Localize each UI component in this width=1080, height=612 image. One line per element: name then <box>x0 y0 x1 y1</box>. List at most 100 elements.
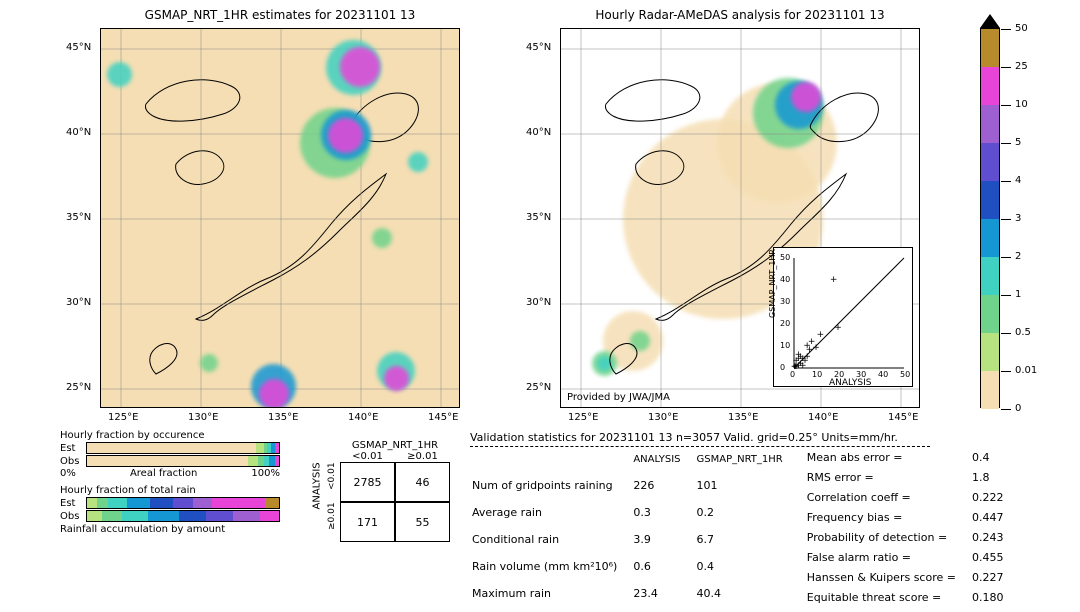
precip-blob <box>340 47 380 87</box>
colorbar-tick: 0 <box>1015 403 1021 414</box>
metric-value: 0.4 <box>972 449 1018 467</box>
colorbar-segment <box>981 105 999 143</box>
bar-segment <box>179 511 206 521</box>
ct-col-header: GSMAP_NRT_1HR <box>340 440 450 451</box>
xtick: 135°E <box>268 412 298 423</box>
contingency-table: GSMAP_NRT_1HR <0.01 ≥0.01 ANALYSIS <0.01… <box>310 440 450 542</box>
left-map-coastline <box>101 29 460 408</box>
metrics-table: Mean abs error =0.4RMS error =1.8Correla… <box>805 447 1020 609</box>
bar-segment <box>265 498 278 508</box>
ytick: 40°N <box>526 127 551 138</box>
colorbar-segment <box>981 371 999 409</box>
inset-xtick: 30 <box>856 370 866 379</box>
colorbar-segment <box>981 29 999 67</box>
bar-segment <box>206 511 233 521</box>
ytick: 35°N <box>526 212 551 223</box>
precip-blob <box>328 118 363 153</box>
ytick: 25°N <box>526 382 551 393</box>
occ-xmax: 100% <box>251 468 280 479</box>
metric-label: Frequency bias = <box>807 509 970 527</box>
inset-xtick: 20 <box>834 370 844 379</box>
bar-segment <box>122 511 149 521</box>
occ-est-bar <box>86 442 280 454</box>
metric-value: 0.243 <box>972 529 1018 547</box>
ct-col1: <0.01 <box>340 451 395 462</box>
inset-xlabel: ANALYSIS <box>829 378 871 388</box>
ct-cell-01: 46 <box>395 462 450 502</box>
colorbar-tick: 5 <box>1015 137 1021 148</box>
colorbar-segment <box>981 181 999 219</box>
bar-segment <box>150 498 173 508</box>
inset-ytick: 20 <box>780 319 790 328</box>
scatter-point: + <box>817 330 825 340</box>
inset-ytick: 0 <box>780 363 785 372</box>
bar-segment <box>87 511 102 521</box>
colorbar-tick: 2 <box>1015 251 1021 262</box>
metric-value: 0.222 <box>972 489 1018 507</box>
metric-label: Hanssen & Kuipers score = <box>807 569 970 587</box>
scatter-point: + <box>803 341 811 351</box>
colorbar-tick: 1 <box>1015 289 1021 300</box>
colorbar-cap <box>980 14 1000 28</box>
precip-blob <box>259 379 289 408</box>
right-map-panel: Provided by JWA/JMA ++++++++++++++++++++… <box>560 28 920 408</box>
bar-segment <box>256 443 264 453</box>
occ-obs-bar <box>86 455 280 467</box>
ytick: 35°N <box>66 212 91 223</box>
scatter-point: + <box>830 275 838 285</box>
stat-cell: Num of gridpoints raining <box>472 473 631 498</box>
inset-ytick: 10 <box>780 341 790 350</box>
stat-cell: 226 <box>633 473 694 498</box>
metric-label: Equitable threat score = <box>807 589 970 607</box>
xtick: 145°E <box>888 412 918 423</box>
metric-value: 0.180 <box>972 589 1018 607</box>
colorbar-tick: 0.5 <box>1015 327 1031 338</box>
ct-row-header: ANALYSIS <box>312 495 323 509</box>
colorbar-segment <box>981 295 999 333</box>
xtick: 125°E <box>108 412 138 423</box>
occ-obs-label: Obs <box>60 456 86 467</box>
stats-table: ANALYSISGSMAP_NRT_1HRNum of gridpoints r… <box>470 447 799 609</box>
metric-value: 0.455 <box>972 549 1018 567</box>
metric-value: 1.8 <box>972 469 1018 487</box>
occ-est-label: Est <box>60 443 86 454</box>
metric-value: 0.447 <box>972 509 1018 527</box>
inset-ylabel: GSMAP_NRT_1HR <box>768 249 777 318</box>
colorbar-tick: 25 <box>1015 61 1028 72</box>
colorbar-tick: 3 <box>1015 213 1021 224</box>
inset-ytick: 50 <box>780 253 790 262</box>
colorbar-segment <box>981 143 999 181</box>
scatter-point: + <box>795 354 803 364</box>
left-map-title: GSMAP_NRT_1HR estimates for 20231101 13 <box>100 8 460 22</box>
stat-cell: 40.4 <box>697 581 797 606</box>
inset-xtick: 50 <box>900 370 910 379</box>
occ-xmin: 0% <box>60 468 76 479</box>
metric-label: RMS error = <box>807 469 970 487</box>
inset-xtick: 40 <box>878 370 888 379</box>
ytick: 25°N <box>66 382 91 393</box>
bar-segment <box>275 443 279 453</box>
xtick: 130°E <box>648 412 678 423</box>
ytick: 45°N <box>526 42 551 53</box>
bar-segment <box>127 498 150 508</box>
left-map-panel <box>100 28 460 408</box>
inset-ytick: 40 <box>780 275 790 284</box>
stat-cell: Conditional rain <box>472 527 631 552</box>
ct-cell-00: 2785 <box>340 462 395 502</box>
inset-xtick: 10 <box>812 370 822 379</box>
stat-cell: Maximum rain <box>472 581 631 606</box>
metric-label: False alarm ratio = <box>807 549 970 567</box>
stat-cell: 0.2 <box>697 500 797 525</box>
stat-cell: 6.7 <box>697 527 797 552</box>
ytick: 40°N <box>66 127 91 138</box>
xtick: 130°E <box>188 412 218 423</box>
stat-cell: 0.4 <box>697 554 797 579</box>
xtick: 140°E <box>808 412 838 423</box>
metric-label: Mean abs error = <box>807 449 970 467</box>
bar-segment <box>173 498 192 508</box>
precip-blob <box>384 366 409 391</box>
colorbar-tick: 0.01 <box>1015 365 1037 376</box>
xtick: 140°E <box>348 412 378 423</box>
precip-blob <box>408 152 428 172</box>
ct-row1-label: <0.01 <box>327 474 337 490</box>
